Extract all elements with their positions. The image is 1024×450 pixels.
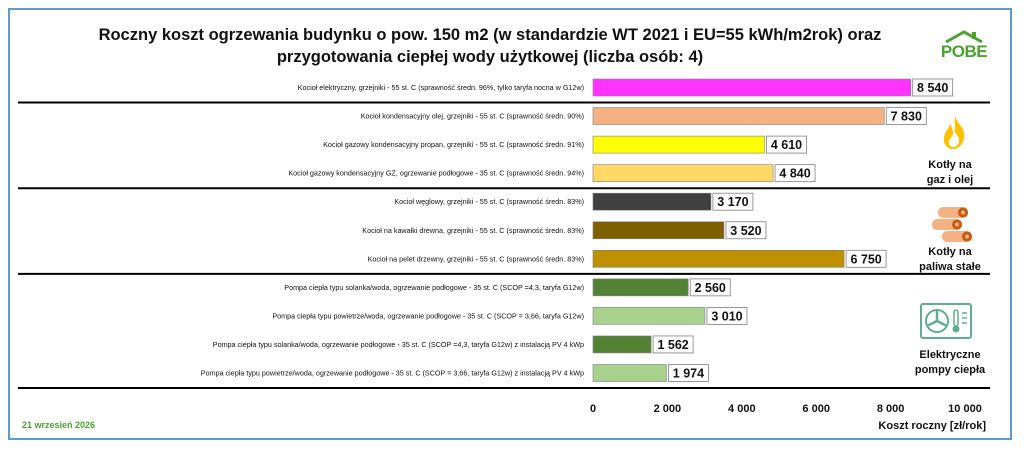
data-label: 4 840 <box>779 167 810 181</box>
data-label-box <box>912 78 954 97</box>
x-tick-label: 8 000 <box>877 403 905 415</box>
data-label: 7 830 <box>891 110 922 124</box>
category-label: Kocioł na pelet drzewny, grzejniki - 55 … <box>368 254 584 263</box>
x-tick-label: 2 000 <box>654 403 682 415</box>
data-label: 1 974 <box>673 367 704 381</box>
data-label-box <box>668 364 709 382</box>
data-label-box <box>766 135 807 154</box>
data-label: 4 610 <box>771 138 802 152</box>
bar <box>592 335 652 354</box>
bars <box>592 78 911 382</box>
data-label-box <box>706 306 748 325</box>
group-label-line: Elektryczne <box>919 349 981 361</box>
group-label-line: Kotły na <box>928 246 972 258</box>
data-label-box <box>689 278 731 297</box>
category-label: Pompa ciepła typu powietrze/woda, ogrzew… <box>201 369 584 378</box>
heat-pump-icon <box>920 303 972 339</box>
x-tick-label: 10 000 <box>948 403 982 415</box>
x-tick-label: 6 000 <box>802 403 830 415</box>
group-label-line: gaz i olej <box>926 174 974 186</box>
bar <box>592 278 689 297</box>
chart-title-line1: Roczny koszt ogrzewania budynku o pow. 1… <box>98 26 882 44</box>
data-label-box <box>725 221 767 240</box>
chart-title-line2: przygotowania ciepłej wody użytkowej (li… <box>276 48 704 66</box>
data-label-box <box>774 164 816 183</box>
data-label: 3 010 <box>711 309 742 323</box>
category-label: Kocioł gazowy kondensacyjny propan, grze… <box>323 140 584 149</box>
bar <box>592 221 725 240</box>
data-label: 3 170 <box>717 195 748 209</box>
category-labels: Kocioł elektryczny, grzejniki - 55 st. C… <box>201 83 584 378</box>
bar <box>592 78 911 97</box>
bar <box>592 135 765 154</box>
category-label: Pompa ciepła typu solanka/woda, ogrzewan… <box>213 340 584 349</box>
logo-text: POBE <box>940 42 988 61</box>
group-label-heat-pumps: Elektryczne pompy ciepła <box>905 348 995 378</box>
category-label: Kocioł gazowy kondensacyjny GZ, ogrzewan… <box>288 169 584 178</box>
data-label: 6 750 <box>850 252 881 266</box>
pobe-logo: POBE <box>938 30 990 64</box>
group-label-line: Kotły na <box>928 159 972 171</box>
chart-title: Roczny koszt ogrzewania budynku o pow. 1… <box>90 24 890 68</box>
data-label-box <box>845 249 887 268</box>
house-roof-icon <box>945 30 983 44</box>
x-tick-label: 4 000 <box>728 403 756 415</box>
category-label: Pompa ciepła typu powietrze/woda, ogrzew… <box>272 311 584 320</box>
category-label: Kocioł kondensacyjny olej, grzejniki - 5… <box>361 112 584 121</box>
data-labels: 8 540 7 830 4 610 4 840 3 170 3 520 6 750 2 560… <box>652 78 954 382</box>
category-label: Kocioł elektryczny, grzejniki - 55 st. C… <box>298 83 584 92</box>
group-separators <box>18 101 990 390</box>
data-label: 8 540 <box>917 81 948 95</box>
logs-icon <box>932 207 972 242</box>
group-label-line: pompy ciepła <box>914 364 986 376</box>
data-label-box <box>652 335 694 354</box>
group-label-solid-fuel: Kotły na paliwa stałe <box>905 245 995 275</box>
data-label-box <box>885 107 927 125</box>
category-label: Kocioł węglowy, grzejniki - 55 st. C (sp… <box>394 197 584 206</box>
x-axis-label: Koszt roczny [zł/rok] <box>878 420 986 432</box>
data-label-box <box>712 192 754 211</box>
category-label: Pompa ciepła typu solanka/woda, ogrzewan… <box>284 283 584 292</box>
x-tick-labels: 0 2 000 4 000 6 000 8 000 10 000 <box>590 403 982 415</box>
bar <box>592 164 774 182</box>
group-label-gas-oil: Kotły na gaz i olej <box>905 158 995 188</box>
bar <box>592 192 712 211</box>
bar <box>592 107 885 125</box>
flame-icon <box>943 116 965 149</box>
bar <box>592 364 667 382</box>
publication-date: 21 wrzesień 2026 <box>22 420 96 430</box>
data-label: 3 520 <box>730 224 761 238</box>
data-label: 1 562 <box>657 338 688 352</box>
group-label-line: paliwa stałe <box>919 261 981 273</box>
x-tick-label: 0 <box>590 403 596 415</box>
bar <box>592 250 845 268</box>
bar <box>592 307 706 325</box>
data-label: 2 560 <box>695 281 726 295</box>
category-label: Kocioł na kawałki drewna, grzejniki - 55… <box>362 226 584 235</box>
